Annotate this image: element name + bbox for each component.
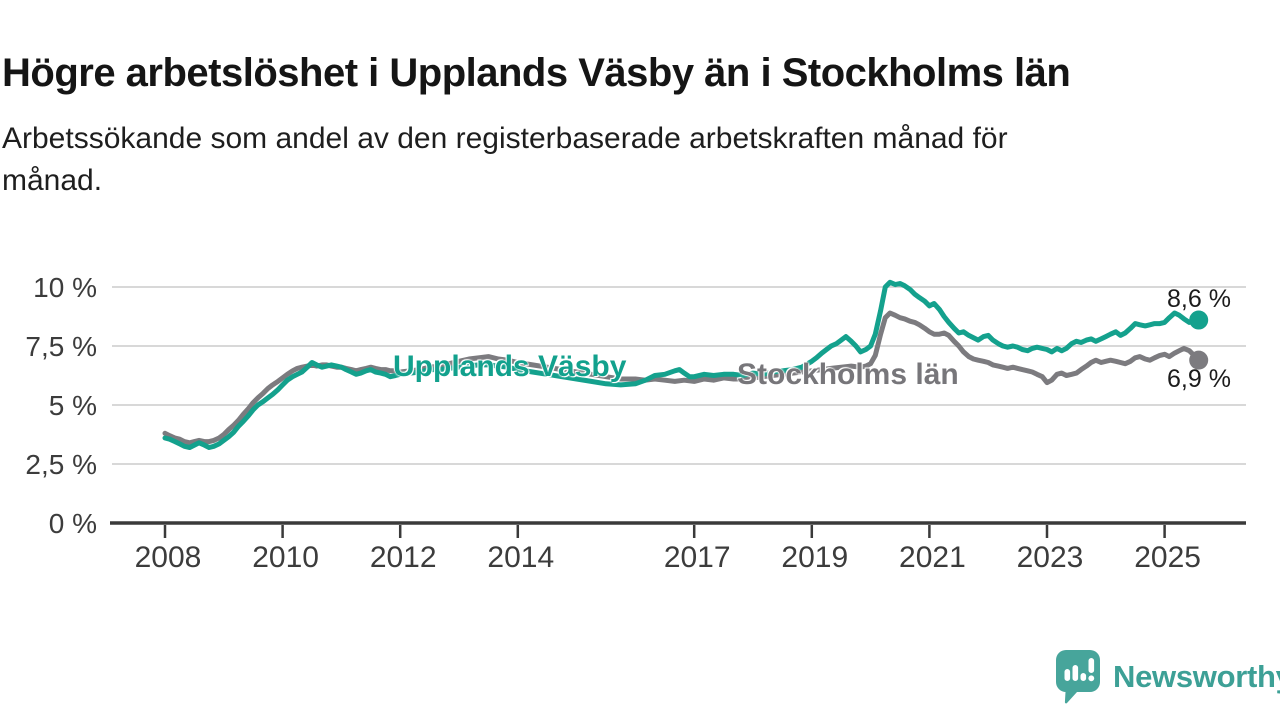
chart-title: Högre arbetslöshet i Upplands Väsby än i… [2,50,1071,95]
chart-subtitle: Arbetssökande som andel av den registerb… [2,118,1008,202]
series-label-stockholms-lan: Stockholms län [737,358,959,391]
y-tick-label: 7,5 % [25,331,97,362]
x-tick-label: 2008 [135,541,202,574]
y-tick-label: 2,5 % [25,449,97,480]
chart-subtitle-line1: Arbetssökande som andel av den registerb… [2,122,1008,155]
x-tick-label: 2010 [252,541,319,574]
x-tick-label: 2014 [487,541,554,574]
x-tick-label: 2021 [899,541,966,574]
chart-subtitle-line2: månad. [2,164,103,197]
series-line [162,310,1202,446]
x-tick-label: 2023 [1017,541,1084,574]
series-label-upplands-vasby: Upplands Väsby [393,350,627,383]
end-value-stockholms-lan: 6,9 % [1167,365,1231,393]
end-value-upplands-vasby: 8,6 % [1167,285,1231,313]
speech-bubble-bar-chart-icon [1056,650,1100,704]
x-tick-label: 2017 [664,541,731,574]
series-line [162,279,1202,450]
x-tick-label: 2012 [370,541,437,574]
x-tick-label: 2025 [1134,541,1201,574]
newsworthy-wordmark: Newsworthy [1113,659,1280,694]
series-end-dot [1189,350,1209,370]
newsworthy-logo: Newsworthy [1056,650,1280,704]
y-tick-label: 5 % [49,390,97,421]
x-tick-label: 2019 [781,541,848,574]
y-tick-label: 0 % [49,508,97,539]
series-end-dot [1189,310,1209,330]
y-tick-label: 10 % [33,272,97,303]
